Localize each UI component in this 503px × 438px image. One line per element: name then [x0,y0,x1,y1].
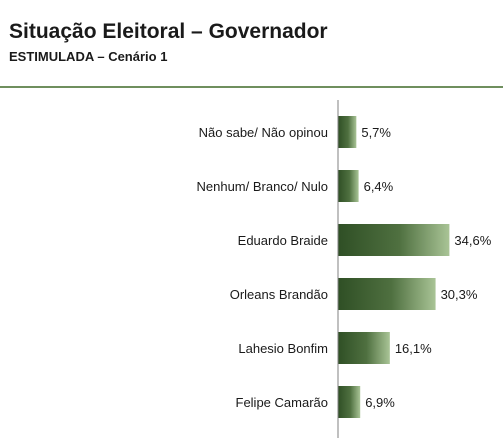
category-label: Felipe Camarão [236,395,329,410]
bar-4 [338,332,390,364]
category-label: Orleans Brandão [230,287,328,302]
value-label: 30,3% [441,287,478,302]
bar-1 [338,170,359,202]
header-divider [0,86,503,88]
value-label: 16,1% [395,341,432,356]
chart-subtitle: ESTIMULADA – Cenário 1 [9,49,168,64]
bar-chart: Não sabe/ Não opinou 5,7% Nenhum/ Branco/ … [196,100,492,438]
value-label: 5,7% [361,125,391,140]
value-label: 6,9% [365,395,395,410]
bar-2 [338,224,450,256]
bar-3 [338,278,436,310]
category-label: Lahesio Bonfim [238,341,328,356]
labels-group: Não sabe/ Não opinou 5,7% Nenhum/ Branco/ … [196,125,491,410]
bar-5 [338,386,361,418]
value-label: 6,4% [364,179,394,194]
value-label: 34,6% [454,233,491,248]
bar-0 [338,116,357,148]
category-label: Eduardo Braide [238,233,328,248]
category-label: Nenhum/ Branco/ Nulo [196,179,328,194]
chart-title: Situação Eleitoral – Governador [9,20,328,43]
bars-group [338,116,450,418]
category-label: Não sabe/ Não opinou [199,125,328,140]
